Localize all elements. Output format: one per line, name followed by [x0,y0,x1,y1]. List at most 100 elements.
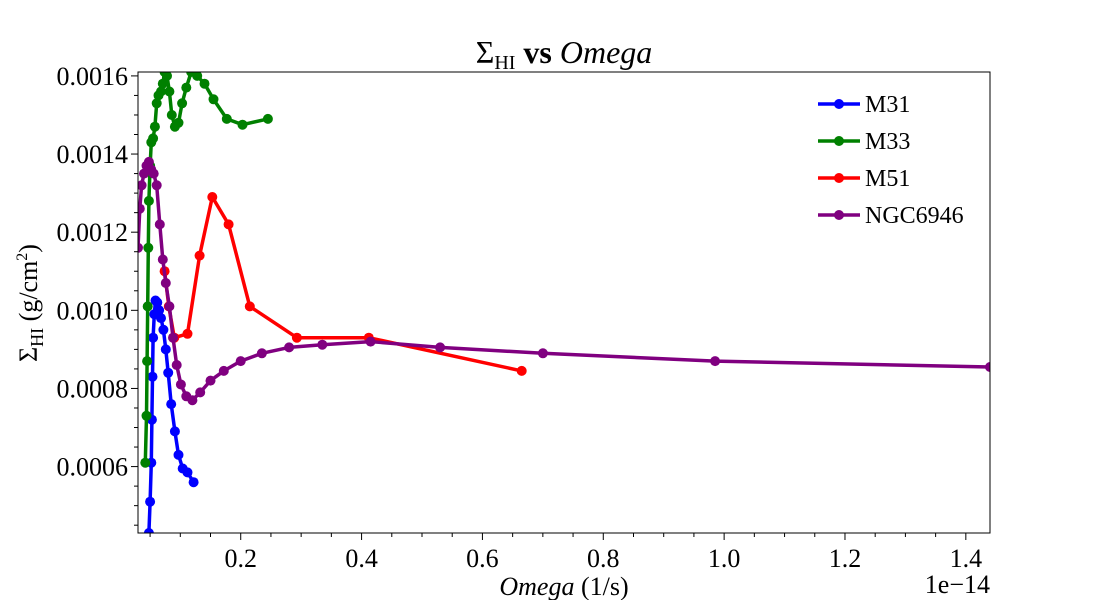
data-point-ngc6946 [160,278,171,288]
plot-area [138,72,990,533]
data-point-m31 [169,426,180,437]
plot-frame [137,71,991,534]
data-point-ngc6946 [138,180,147,191]
data-point-m33 [237,119,248,130]
data-point-ngc6946 [175,379,186,390]
data-point-m31 [158,324,169,335]
data-point-m33 [199,78,210,89]
data-point-ngc6946 [256,348,267,359]
data-point-m33 [192,72,203,81]
data-point-m33 [143,242,154,253]
data-point-ngc6946 [365,336,376,347]
data-point-ngc6946 [435,342,446,353]
axis-ticks: 0.2 0.4 0.6 0.8 1.0 1.2 1.4 0.0006 0.0008 0.0010 0… [57,62,983,573]
data-point-m51 [516,365,527,376]
data-point-m31 [156,313,166,324]
x-tick-label: 1.4 [950,544,983,573]
data-point-ngc6946 [139,168,149,179]
data-point-m51 [194,250,205,261]
data-point-ngc6946 [985,362,990,372]
data-point-m33 [177,98,188,109]
legend-item-m33: M33 [818,129,910,155]
data-point-m51 [291,332,302,343]
x-tick-label: 0.8 [587,544,620,573]
data-point-m31 [154,305,165,316]
x-tick-label: 1.0 [708,544,741,573]
data-point-ngc6946 [218,365,229,376]
data-point-m33 [221,113,232,124]
data-point-m31 [188,477,199,488]
data-point-m51 [223,219,234,230]
data-point-m33 [143,195,154,206]
data-point-m31 [163,367,174,378]
legend-label-ngc6946: NGC6946 [865,203,964,229]
legend-label-m51: M51 [865,166,910,192]
x-tick-label: 0.2 [224,544,257,573]
data-point-m33 [157,78,168,89]
x-tick-label: 0.4 [345,544,378,573]
legend: M31 M33 M51 NGC6946 [818,92,964,229]
data-point-ngc6946 [143,156,154,167]
data-point-ngc6946 [317,339,328,350]
data-point-m33 [164,86,175,97]
data-point-m33 [142,356,153,367]
data-point-m31 [145,496,156,507]
y-axis-title: ΣHI (g/cm2) [14,244,47,362]
y-tick-label: 0.0008 [57,374,129,403]
data-point-ngc6946 [168,332,178,343]
data-point-m33 [149,121,160,132]
data-point-ngc6946 [205,375,216,386]
legend-label-m33: M33 [865,129,910,155]
y-tick-label: 0.0014 [57,140,129,169]
data-point-m33 [181,82,192,93]
legend-item-ngc6946: NGC6946 [818,203,964,229]
data-point-ngc6946 [195,387,206,398]
data-point-m31 [182,467,193,478]
series-m33 [140,72,273,468]
data-point-m33 [141,410,152,421]
data-point-m51 [182,328,193,339]
y-tick-label: 0.0010 [57,296,129,325]
x-tick-label: 1.2 [829,544,862,573]
data-point-m33 [166,110,177,120]
series-line-ngc6946 [138,160,990,402]
legend-label-m31: M31 [865,92,910,118]
data-point-ngc6946 [171,360,182,370]
data-point-ngc6946 [138,203,145,214]
data-point-m31 [143,528,154,533]
chart-title: ΣHI vs Omega [476,34,653,74]
legend-marker-ngc6946 [834,210,844,220]
data-point-m31 [173,449,184,460]
data-point-m51 [207,192,218,202]
y-tick-label: 0.0016 [57,62,129,91]
data-point-ngc6946 [537,348,548,359]
data-point-m51 [244,301,255,312]
data-point-ngc6946 [710,356,721,367]
data-point-m33 [173,117,184,128]
data-point-m33 [262,113,273,124]
y-tick-label: 0.0012 [57,218,129,247]
data-point-m33 [142,301,153,312]
series-m31 [143,295,199,533]
data-point-ngc6946 [235,356,246,367]
data-point-ngc6946 [164,301,175,312]
data-point-ngc6946 [187,395,198,406]
series-ngc6946 [138,156,990,406]
data-point-m31 [166,399,177,410]
data-point-ngc6946 [284,342,295,353]
legend-item-m31: M31 [818,92,910,118]
data-point-ngc6946 [154,219,165,230]
legend-marker-m33 [834,136,844,146]
legend-marker-m51 [834,173,844,183]
data-point-ngc6946 [148,168,159,179]
y-tick-label: 0.0006 [57,453,129,482]
data-point-m31 [152,297,163,308]
data-point-ngc6946 [151,180,162,191]
data-point-ngc6946 [138,242,143,253]
legend-item-m51: M51 [818,166,910,192]
x-axis-title: Omega (1/s) [499,572,628,600]
legend-marker-m31 [834,99,844,109]
data-point-m31 [148,332,159,343]
data-point-ngc6946 [157,254,168,265]
